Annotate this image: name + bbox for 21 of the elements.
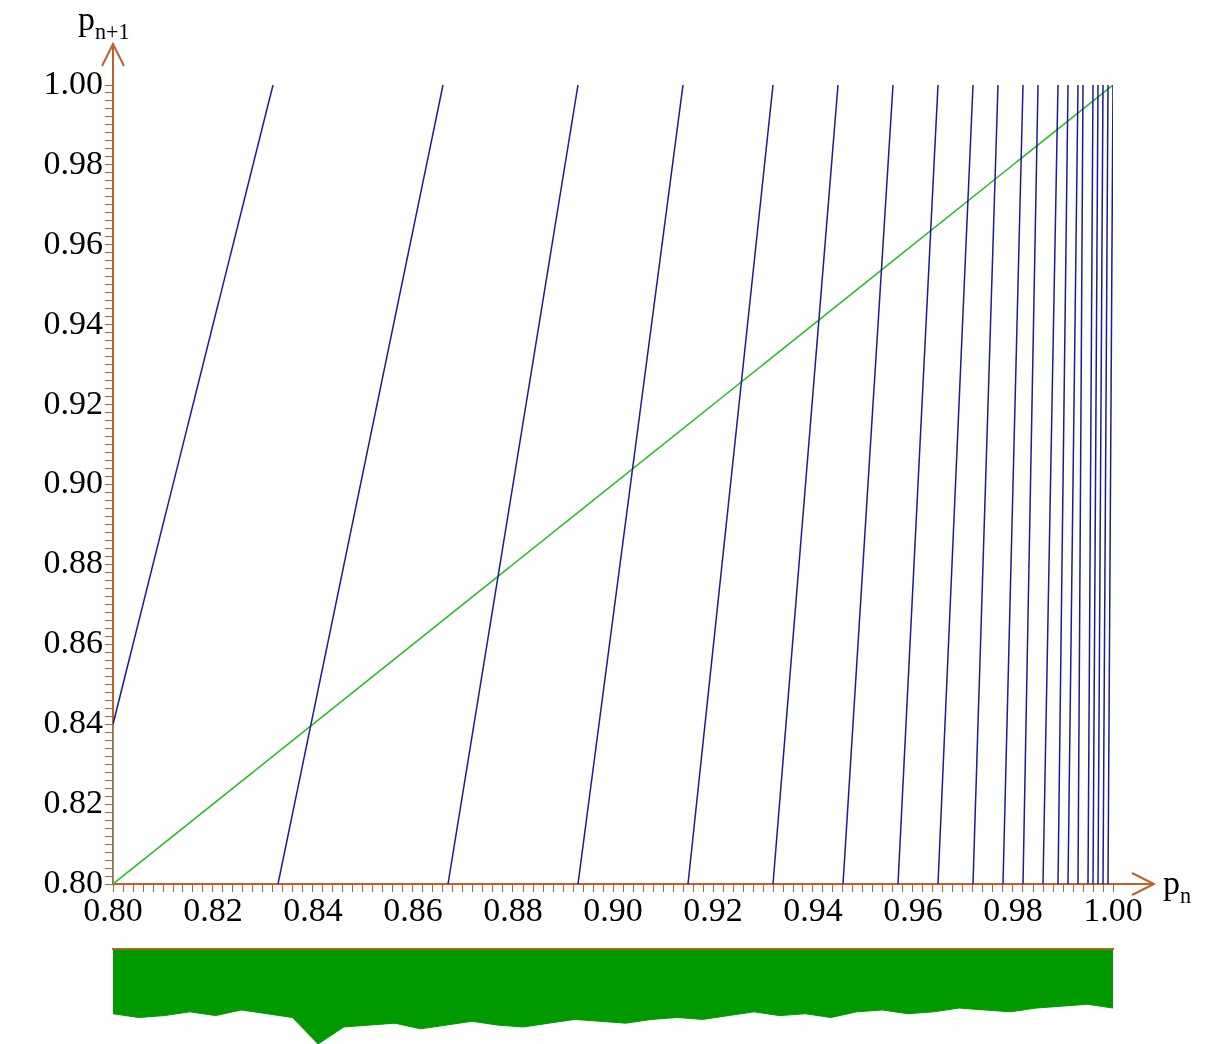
y-tick-label: 0.84 [43, 703, 103, 741]
y-tick-label: 0.88 [43, 543, 103, 581]
x-tick-label: 0.88 [483, 891, 543, 929]
x-tick-label: 0.94 [783, 891, 843, 929]
x-tick-label: 0.96 [883, 891, 943, 929]
y-tick-label: 0.90 [43, 463, 103, 501]
y-tick-label: 0.80 [43, 862, 103, 900]
x-tick-label: 0.86 [383, 891, 443, 929]
y-tick-label: 0.82 [43, 783, 103, 821]
x-tick-label: 0.84 [283, 891, 343, 929]
y-tick-label: 0.86 [43, 623, 103, 661]
x-tick-label: 0.90 [583, 891, 643, 929]
x-tick-label: 0.82 [183, 891, 243, 929]
y-tick-label: 0.92 [43, 383, 103, 421]
x-tick-label: 0.92 [683, 891, 743, 929]
y-tick-label: 0.96 [43, 223, 103, 261]
y-tick-label: 1.00 [43, 63, 103, 101]
y-tick-label: 0.98 [43, 143, 103, 181]
y-tick-label: 0.94 [43, 303, 103, 341]
x-tick-label: 1.00 [1083, 891, 1143, 929]
x-tick-label: 0.98 [983, 891, 1043, 929]
